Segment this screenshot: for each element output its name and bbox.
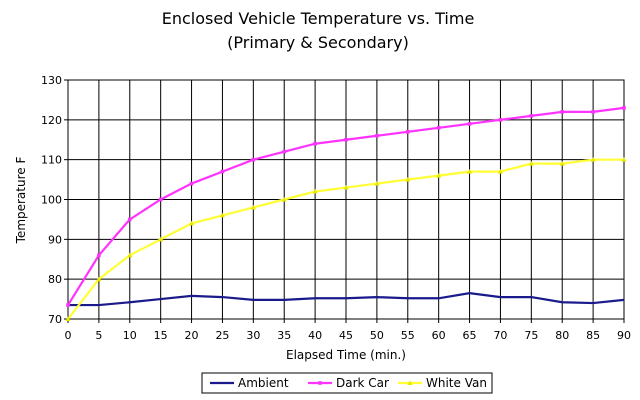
x-tick-label: 10 bbox=[123, 329, 137, 342]
point-dark-car bbox=[467, 122, 472, 126]
point-white-van bbox=[158, 236, 164, 242]
x-tick-label: 40 bbox=[308, 329, 322, 342]
point-white-van bbox=[374, 180, 380, 186]
point-white-van bbox=[528, 161, 534, 166]
y-tick-label: 70 bbox=[48, 313, 62, 326]
point-white-van bbox=[96, 276, 102, 282]
x-tick-labels: 0 5 10 15 20 25 30 35 40 45 50 55 60 65 70 75 80 85 90 bbox=[65, 329, 632, 342]
point-white-van bbox=[219, 212, 226, 218]
point-white-van bbox=[621, 157, 627, 162]
point-white-van bbox=[559, 161, 565, 166]
x-tick-label: 35 bbox=[277, 329, 291, 342]
x-tick-label: 90 bbox=[617, 329, 631, 342]
y-tick-label: 80 bbox=[48, 273, 62, 286]
x-tick-label: 45 bbox=[339, 329, 353, 342]
x-tick-label: 20 bbox=[185, 329, 199, 342]
point-dark-car bbox=[313, 141, 317, 146]
y-tick-label: 110 bbox=[41, 154, 62, 167]
point-white-van bbox=[466, 169, 473, 174]
legend-label-ambient: Ambient bbox=[238, 376, 289, 390]
point-dark-car bbox=[436, 126, 441, 130]
x-tick-label: 5 bbox=[95, 329, 102, 342]
line-ambient bbox=[68, 291, 625, 307]
x-tick-label: 30 bbox=[246, 329, 260, 342]
x-tick-label: 25 bbox=[215, 329, 229, 342]
x-tick-label: 60 bbox=[432, 329, 446, 342]
grid bbox=[64, 79, 625, 323]
point-dark-car bbox=[560, 110, 565, 114]
point-dark-car bbox=[344, 137, 348, 142]
legend-box bbox=[201, 372, 493, 394]
point-white-van bbox=[343, 184, 349, 190]
y-tick-label: 130 bbox=[41, 74, 62, 87]
y-tick-labels: 70 80 90 100 110 120 130 bbox=[41, 74, 62, 326]
point-dark-car bbox=[97, 253, 101, 258]
x-tick-label: 15 bbox=[154, 329, 168, 342]
series-group bbox=[65, 106, 627, 321]
x-tick-label: 0 bbox=[65, 329, 72, 342]
x-tick-label: 75 bbox=[524, 329, 538, 342]
point-dark-car bbox=[220, 169, 225, 174]
point-dark-car bbox=[282, 149, 287, 154]
point-white-van bbox=[281, 196, 287, 202]
y-tick-label: 100 bbox=[41, 194, 62, 207]
point-white-van bbox=[405, 176, 411, 182]
x-tick-label: 50 bbox=[370, 329, 384, 342]
x-tick-label: 80 bbox=[555, 329, 569, 342]
point-dark-car bbox=[66, 303, 70, 307]
point-white-van bbox=[590, 157, 596, 162]
point-white-van bbox=[436, 173, 442, 178]
legend-label-white-van: White Van bbox=[426, 376, 487, 390]
legend-label-dark-car: Dark Car bbox=[336, 376, 389, 390]
x-tick-label: 65 bbox=[463, 329, 477, 342]
point-dark-car bbox=[375, 133, 379, 138]
point-dark-car bbox=[127, 217, 132, 222]
y-tick-label: 90 bbox=[48, 233, 62, 246]
series-dark-car bbox=[66, 106, 626, 307]
point-dark-car bbox=[529, 114, 534, 118]
point-dark-car bbox=[591, 110, 595, 114]
point-dark-car bbox=[498, 118, 503, 122]
point-dark-car bbox=[158, 197, 163, 202]
y-axis-label: Temperature F bbox=[14, 157, 28, 245]
series-white-van bbox=[65, 157, 627, 321]
point-dark-car bbox=[189, 181, 194, 186]
point-white-van bbox=[312, 188, 318, 194]
x-tick-label: 85 bbox=[586, 329, 600, 342]
legend-marker-white-van bbox=[407, 380, 413, 385]
point-dark-car bbox=[622, 106, 626, 110]
legend: Ambient Dark Car White Van bbox=[201, 372, 493, 394]
series-ambient bbox=[68, 291, 625, 307]
x-tick-label: 70 bbox=[493, 329, 507, 342]
point-dark-car bbox=[405, 129, 410, 134]
chart-title: Enclosed Vehicle Temperature vs. Time bbox=[162, 9, 475, 28]
point-dark-car bbox=[251, 157, 256, 162]
point-white-van bbox=[127, 252, 133, 258]
chart-subtitle: (Primary & Secondary) bbox=[227, 33, 409, 52]
y-tick-label: 120 bbox=[41, 114, 62, 127]
point-white-van bbox=[250, 204, 256, 210]
point-white-van bbox=[188, 220, 195, 226]
point-white-van bbox=[65, 316, 71, 321]
x-tick-label: 55 bbox=[401, 329, 415, 342]
x-axis-label: Elapsed Time (min.) bbox=[286, 348, 406, 362]
legend-marker-dark-car bbox=[318, 381, 322, 385]
point-white-van bbox=[497, 169, 504, 174]
